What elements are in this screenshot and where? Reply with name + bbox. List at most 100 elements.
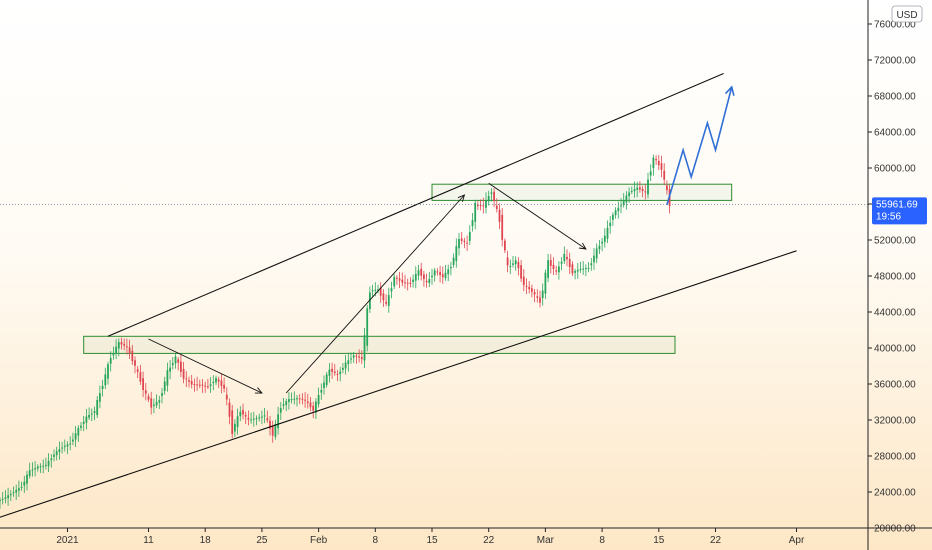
candle-body	[625, 195, 628, 203]
candle-body	[204, 385, 207, 387]
candle-body	[641, 188, 644, 192]
candle-body	[582, 268, 585, 270]
price-tag-value: 55961.69	[876, 199, 918, 210]
candle-body	[471, 220, 474, 226]
candle	[204, 381, 207, 393]
candle-body	[171, 363, 174, 366]
candle-body	[439, 272, 441, 276]
candle	[347, 352, 350, 372]
candle	[663, 163, 666, 186]
candle	[460, 231, 463, 245]
candle	[423, 270, 425, 287]
candle-body	[169, 367, 171, 372]
candle	[142, 371, 144, 398]
candle	[563, 246, 566, 264]
candle	[506, 250, 509, 273]
candle-body	[544, 272, 547, 294]
candle	[69, 436, 72, 451]
candle	[20, 481, 23, 491]
candle-body	[630, 191, 633, 193]
candle	[401, 272, 404, 287]
currency-badge[interactable]: USD	[891, 5, 923, 23]
y-tick-label: 72000.00	[874, 56, 916, 67]
candle-body	[576, 269, 579, 272]
candle-body	[312, 405, 315, 411]
candle-body	[382, 293, 385, 301]
candle	[342, 362, 344, 374]
candle-body	[495, 205, 498, 210]
candle-body	[404, 282, 406, 284]
candle	[652, 154, 655, 176]
candle	[522, 269, 525, 292]
candle-body	[579, 269, 582, 271]
candle	[509, 259, 512, 275]
candle-body	[455, 246, 458, 262]
candle-body	[131, 350, 134, 362]
candle	[50, 453, 53, 468]
candle	[614, 207, 617, 219]
candle	[247, 410, 250, 426]
candle-body	[355, 355, 358, 357]
candle-body	[539, 297, 541, 303]
candle	[414, 266, 417, 289]
candle	[147, 393, 150, 402]
candle	[609, 215, 612, 234]
candle	[126, 338, 128, 355]
candle-body	[425, 280, 428, 283]
candle	[285, 398, 288, 412]
candle-body	[360, 357, 363, 360]
y-tick-label: 24000.00	[874, 488, 916, 499]
candle	[47, 453, 50, 472]
candle-body	[63, 445, 66, 447]
x-tick-label: Feb	[310, 535, 328, 546]
candle-body	[134, 360, 136, 366]
candle-body	[420, 268, 423, 276]
candle-body	[85, 416, 88, 423]
candle	[15, 484, 18, 501]
candle-body	[574, 271, 576, 273]
trendlines	[0, 72, 797, 518]
candle	[458, 233, 460, 256]
candle	[255, 415, 258, 426]
candle	[493, 188, 495, 208]
candle-body	[431, 275, 433, 278]
candle-body	[585, 268, 587, 270]
candle-body	[315, 401, 317, 413]
candle-body	[487, 196, 490, 202]
candle	[385, 294, 387, 307]
candle	[595, 243, 598, 264]
candle	[7, 487, 9, 506]
x-tick-label: 15	[426, 535, 438, 546]
candle	[201, 379, 204, 393]
candle	[72, 432, 74, 446]
candle-body	[123, 343, 126, 346]
candle	[153, 398, 155, 414]
candle	[74, 426, 77, 448]
candle	[325, 371, 328, 388]
candle	[304, 392, 306, 408]
candle-body	[42, 465, 45, 467]
lower-channel-line	[0, 250, 797, 518]
candle-body	[74, 433, 77, 440]
candle-body	[336, 373, 339, 375]
candle-body	[428, 279, 431, 283]
candle-body	[0, 499, 1, 501]
candle-body	[396, 277, 398, 279]
candle-body	[4, 497, 7, 499]
candle	[620, 198, 622, 214]
candle-body	[409, 282, 412, 284]
candle	[404, 274, 406, 289]
candle-body	[99, 393, 101, 402]
candle-body	[296, 398, 298, 400]
candle-body	[603, 235, 606, 243]
candle	[236, 408, 239, 435]
candle	[533, 289, 536, 303]
candle-body	[647, 179, 649, 195]
candle	[220, 374, 223, 394]
candle	[455, 238, 458, 268]
candle-body	[369, 292, 371, 309]
candle-body	[587, 267, 590, 269]
candle-body	[352, 355, 355, 358]
